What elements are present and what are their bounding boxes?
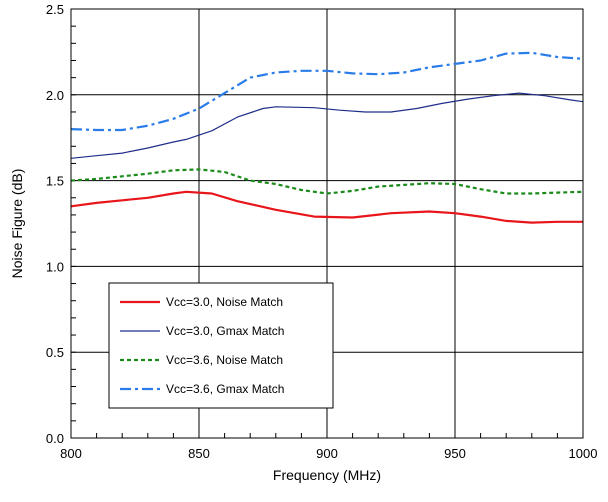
legend-label-3: Vcc=3.6, Noise Match (166, 353, 283, 367)
x-tick-label: 950 (444, 446, 466, 461)
legend-label-4: Vcc=3.6, Gmax Match (166, 382, 284, 396)
legend-items: Vcc=3.0, Noise Match Vcc=3.0, Gmax Match V… (120, 295, 284, 396)
series-line-4 (70, 51, 584, 132)
y-tick-label: 1.5 (46, 174, 64, 189)
y-tick-label: 0.5 (46, 345, 64, 360)
legend-label-2: Vcc=3.0, Gmax Match (166, 324, 284, 338)
x-tick-label: 900 (316, 446, 338, 461)
series-line-1 (70, 190, 583, 224)
legend: Vcc=3.0, Noise Match Vcc=3.0, Gmax Match V… (108, 282, 334, 409)
plot-frame (70, 8, 584, 439)
y-tick-label: 2.5 (46, 2, 64, 17)
y-tick-label: 0.0 (46, 431, 64, 446)
x-tick-labels: 800 850 900 950 1000 (60, 446, 597, 461)
legend-box (108, 282, 334, 409)
legend-label-1: Vcc=3.0, Noise Match (166, 295, 283, 309)
y-tick-labels: 0.0 0.5 1.0 1.5 2.0 2.5 (46, 2, 64, 446)
y-axis-title: Noise Figure (dB) (9, 169, 25, 279)
series-lines (70, 51, 584, 224)
y-tick-label: 1.0 (46, 259, 64, 274)
series-line-3 (70, 168, 584, 195)
x-tick-label: 850 (188, 446, 210, 461)
series-line-2 (70, 92, 584, 159)
x-tick-label: 1000 (569, 446, 598, 461)
x-tick-label: 800 (60, 446, 82, 461)
x-axis-title: Frequency (MHz) (273, 467, 381, 483)
y-tick-label: 2.0 (46, 88, 64, 103)
